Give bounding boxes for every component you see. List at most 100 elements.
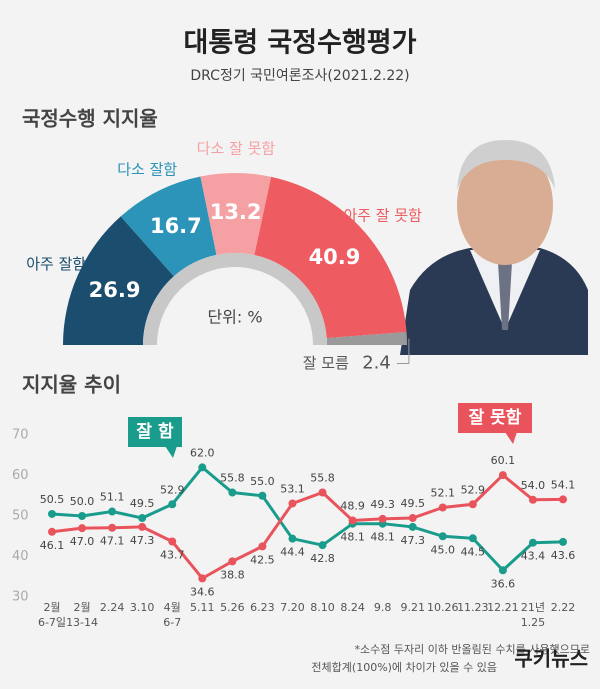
value-label: 54.0 (521, 479, 546, 492)
data-point (108, 507, 117, 516)
footnote: 전체합계(100%)에 차이가 있을 수 있음 (311, 661, 497, 674)
value-label: 52.9 (160, 483, 185, 496)
category-label: 아주 잘 못함 (343, 207, 422, 225)
data-point (138, 522, 147, 531)
value-label: 47.3 (400, 534, 425, 547)
donut-segment (120, 176, 217, 277)
y-tick-label: 60 (12, 468, 29, 483)
data-point (108, 523, 117, 532)
data-point (228, 488, 237, 497)
value-label: 47.1 (100, 535, 125, 548)
value-label: 48.9 (340, 499, 365, 512)
value-label: 62.0 (190, 446, 215, 459)
value-label: 51.1 (100, 491, 125, 504)
y-tick-label: 30 (12, 590, 29, 605)
data-point (48, 509, 56, 518)
x-tick-label: 6.23 (250, 601, 275, 614)
value-label: 60.1 (491, 454, 516, 467)
section-title: 국정수행 지지율 (22, 107, 158, 131)
x-tick-label: 8.24 (340, 601, 365, 614)
value-label: 42.5 (250, 553, 275, 566)
value-label: 38.8 (220, 568, 245, 581)
data-point (138, 514, 147, 523)
data-point (228, 557, 237, 566)
x-tick-label: 12.21 (487, 601, 519, 614)
section-title: 지지율 추이 (22, 373, 121, 397)
value-label: 43.4 (521, 550, 546, 563)
unit-label: 단위: % (207, 308, 262, 327)
value-label: 54.1 (551, 478, 576, 491)
x-tick-label: 2월 13-14 (66, 601, 98, 629)
data-point (318, 488, 327, 497)
value-label: 49.5 (130, 497, 155, 510)
data-point (498, 566, 507, 575)
category-label: 다소 잘함 (117, 160, 177, 178)
data-point (258, 542, 267, 551)
data-point (288, 534, 297, 543)
category-label: 아주 잘함 (26, 255, 86, 273)
footnote: *소수점 두자리 이하 반올림된 수치를 사용했으므로 (354, 642, 590, 656)
data-point (528, 495, 537, 504)
series-line (51, 465, 564, 573)
data-point (348, 516, 357, 525)
data-point (408, 522, 417, 531)
data-point (528, 538, 537, 547)
value-label: 43.6 (551, 549, 576, 562)
donut-segment (254, 176, 407, 339)
legend-box (128, 417, 182, 447)
x-tick-label: 2.24 (100, 601, 125, 614)
value-label: 36.6 (491, 577, 516, 590)
value-label: 34.6 (190, 585, 215, 598)
data-point (438, 503, 447, 512)
value-label: 44.5 (461, 545, 486, 558)
title: 대통령 국정수행평가 (184, 28, 417, 59)
data-point (559, 495, 567, 504)
legend-pointer (505, 432, 517, 444)
x-tick-label: 4월 6-7 (163, 601, 181, 629)
value-label: 16.7 (150, 214, 202, 238)
data-point (78, 524, 87, 533)
value-label: 55.8 (310, 472, 335, 485)
x-tick-label: 7.20 (280, 601, 305, 614)
y-tick-label: 50 (12, 509, 29, 524)
legend-pointer (165, 446, 177, 458)
x-tick-label: 9.8 (374, 601, 392, 614)
value-label: 2.4 (362, 353, 391, 374)
y-tick-label: 70 (12, 428, 29, 443)
data-point (198, 574, 207, 583)
value-label: 26.9 (89, 278, 141, 302)
data-point (318, 541, 327, 550)
data-point (408, 514, 417, 523)
data-point (468, 500, 477, 509)
value-label: 52.9 (461, 483, 486, 496)
leader-line (396, 338, 410, 365)
value-label: 44.4 (280, 546, 305, 559)
portrait (400, 140, 588, 355)
x-tick-label: 21년 1.25 (521, 601, 546, 629)
data-point (168, 537, 177, 546)
data-point (438, 532, 447, 541)
value-label: 47.0 (70, 535, 95, 548)
value-label: 50.0 (70, 495, 95, 508)
data-point (468, 534, 477, 543)
data-point (378, 514, 387, 523)
x-tick-label: 5.11 (190, 601, 215, 614)
data-point (498, 471, 507, 480)
inner-ring (143, 253, 327, 346)
legend-label: 잘 못함 (469, 407, 522, 428)
data-point (198, 463, 207, 472)
value-label: 55.0 (250, 475, 275, 488)
value-label: 45.0 (431, 543, 456, 556)
value-label: 43.7 (160, 549, 185, 562)
value-label: 42.8 (310, 552, 335, 565)
value-label: 49.5 (400, 497, 425, 510)
data-point (559, 537, 567, 546)
legend-label: 잘 함 (136, 421, 174, 442)
value-label: 52.1 (431, 486, 456, 499)
data-point (78, 512, 87, 520)
value-label: 47.3 (130, 534, 155, 547)
series-line (51, 473, 564, 581)
subtitle: DRC정기 국민여론조사(2021.2.22) (190, 68, 409, 84)
data-point (258, 491, 267, 500)
